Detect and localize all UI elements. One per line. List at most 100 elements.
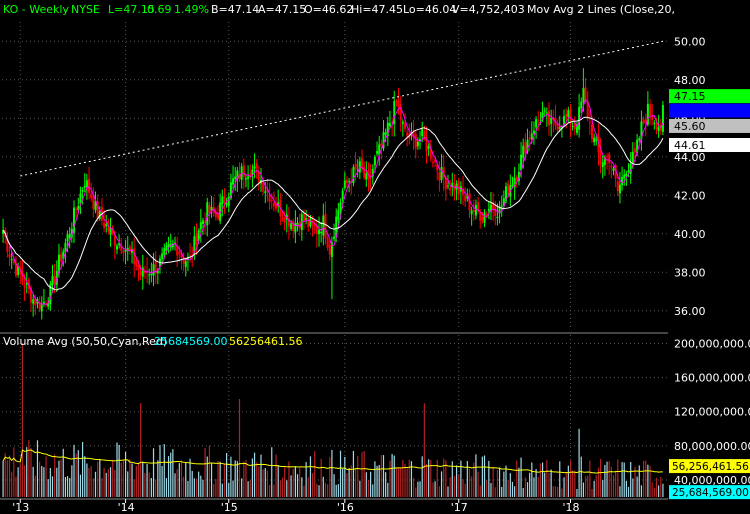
candle-body — [365, 173, 368, 180]
candle-body — [535, 119, 538, 128]
candle-body — [505, 186, 508, 202]
price-tag — [669, 89, 750, 104]
candle-body — [244, 178, 247, 180]
candle-body — [500, 205, 503, 207]
candle-body — [23, 285, 26, 288]
candle-body — [625, 173, 628, 177]
candle-body — [298, 221, 301, 229]
price-tag — [669, 103, 750, 118]
price-tick-label: 48.00 — [674, 74, 706, 87]
candle-body — [606, 156, 609, 158]
candle-body — [586, 101, 589, 119]
price-tick-label: 42.00 — [674, 189, 706, 202]
candle-body — [657, 127, 660, 132]
candle-body — [496, 216, 499, 219]
candle-body — [487, 208, 490, 212]
candle-body — [386, 122, 389, 137]
candle-body — [380, 143, 383, 147]
candle-body — [79, 193, 82, 204]
candle-body — [558, 127, 561, 129]
candle-body — [176, 245, 179, 256]
candle-body — [94, 200, 97, 211]
volume-tick-label: 160,000,000.00 — [674, 372, 750, 385]
candle-body — [651, 115, 654, 121]
candle-body — [51, 276, 54, 286]
candle-body — [62, 251, 65, 259]
candle-body — [522, 145, 525, 158]
candle-body — [563, 116, 566, 125]
candle-body — [219, 202, 222, 221]
candle-body — [388, 123, 391, 127]
candle-body — [584, 87, 587, 101]
candle-body — [53, 276, 56, 284]
candle-body — [492, 202, 495, 210]
candle-body — [115, 245, 118, 250]
price-candles — [2, 68, 664, 320]
candle-body — [113, 235, 116, 246]
moving-average-fast-line — [2, 98, 664, 306]
volume-tags: 56,256,461.56 25,684,569.00 — [669, 459, 750, 500]
candle-body — [399, 104, 402, 121]
candle-body — [425, 137, 428, 152]
candle-body — [242, 165, 245, 177]
candle-body — [313, 224, 316, 227]
candle-body — [333, 236, 336, 240]
candle-body — [318, 229, 321, 235]
candle-body — [429, 148, 432, 159]
candle-body — [483, 212, 486, 223]
candle-body — [404, 123, 407, 129]
candle-body — [275, 204, 278, 209]
candle-body — [251, 169, 254, 175]
candle-body — [163, 248, 166, 255]
candle-body — [494, 205, 497, 216]
candle-body — [571, 125, 574, 128]
candle-body — [171, 243, 174, 248]
candle-body — [307, 220, 310, 227]
candle-body — [330, 242, 333, 257]
candle-body — [575, 126, 578, 133]
price-tag — [669, 138, 750, 153]
candle-body — [270, 200, 273, 202]
candle-body — [135, 261, 138, 267]
candle-body — [391, 121, 394, 124]
candle-body — [223, 196, 226, 204]
candle-body — [444, 177, 447, 189]
candle-body — [148, 274, 151, 276]
candle-body — [128, 246, 131, 252]
candle-body — [612, 168, 615, 171]
candle-body — [513, 177, 516, 188]
candle-body — [438, 172, 441, 181]
candle-body — [290, 223, 293, 229]
candle-body — [268, 194, 271, 203]
time-tick-label: '16 — [337, 501, 354, 514]
candle-body — [343, 180, 346, 189]
symbol-label: KO - Weekly — [3, 3, 69, 16]
candle-body — [34, 298, 37, 306]
candle-body — [354, 163, 357, 170]
candle-body — [341, 190, 344, 200]
price-panel[interactable]: 50.0048.0046.0044.0042.0040.0038.0036.00… — [2, 22, 750, 330]
candle-body — [363, 167, 366, 178]
candle-body — [302, 213, 305, 222]
volume-avg-yellow: 56256461.56 — [229, 335, 302, 348]
candle-body — [49, 283, 52, 304]
candle-body — [249, 174, 252, 177]
candle-body — [578, 107, 581, 130]
price-tags: 47.15 45.60 44.61 — [669, 89, 750, 153]
candle-body — [96, 201, 99, 220]
volume-average-line — [2, 449, 663, 474]
candle-body — [189, 255, 192, 257]
candle-body — [315, 224, 318, 234]
candle-body — [419, 139, 422, 142]
candle-body — [305, 218, 308, 220]
candle-body — [118, 243, 121, 246]
candle-body — [137, 265, 140, 270]
candle-body — [356, 170, 359, 172]
volume-panel[interactable]: 200,000,000.00 160,000,000.00 120,000,000.… — [0, 332, 750, 500]
candle-body — [595, 139, 598, 141]
candle-body — [201, 220, 204, 224]
candle-body — [124, 249, 127, 252]
candle-body — [165, 245, 168, 251]
candle-body — [412, 130, 415, 138]
